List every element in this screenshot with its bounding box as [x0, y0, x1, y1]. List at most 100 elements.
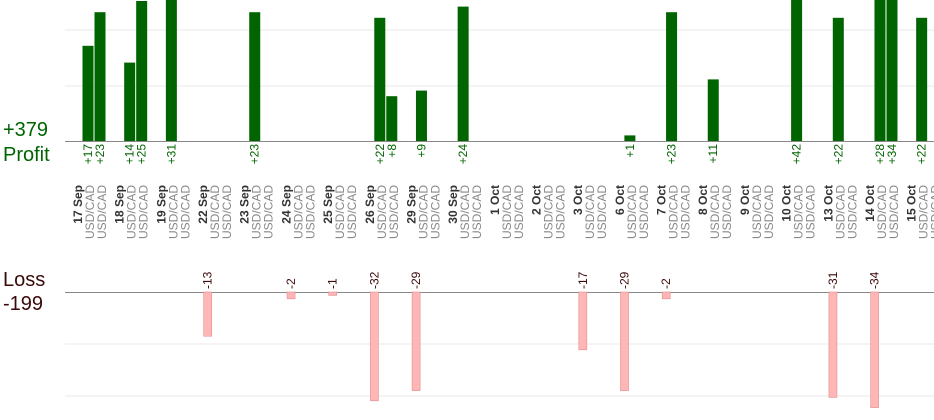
- profit-value-label: +23: [665, 144, 679, 165]
- date-tick-label: 14 Oct: [863, 185, 877, 222]
- pair-tick-label: USD/CAD: [470, 185, 484, 239]
- pair-tick-label: USD/CAD: [720, 185, 734, 239]
- loss-value-label: -2: [659, 278, 673, 289]
- profit-bar: [457, 6, 469, 141]
- loss-bar: [286, 291, 296, 300]
- profit-value-label: +42: [790, 144, 804, 165]
- date-tick-label: 22 Sep: [196, 185, 210, 224]
- profit-value-label: +8: [385, 144, 399, 158]
- profit-value-label: +22: [831, 144, 845, 165]
- loss-label: Loss: [3, 269, 46, 291]
- pair-tick-label: USD/CAD: [762, 185, 776, 239]
- date-tick-label: 1 Oct: [488, 185, 502, 215]
- date-tick-label: 25 Sep: [321, 185, 335, 224]
- profit-bar: [165, 0, 177, 141]
- profit-value-label: +14: [123, 144, 137, 165]
- date-tick-label: 15 Oct: [905, 185, 919, 222]
- profit-label: Profit: [3, 144, 50, 166]
- pair-tick-label: USD/CAD: [208, 185, 222, 239]
- profit-value-label: +22: [373, 144, 387, 165]
- date-tick-label: 13 Oct: [821, 185, 835, 222]
- date-tick-label: 9 Oct: [738, 185, 752, 215]
- profit-value-label: +28: [873, 144, 887, 165]
- pair-tick-label: USD/CAD: [708, 185, 722, 239]
- pair-tick-label: USD/CAD: [178, 185, 192, 239]
- pair-tick-label: USD/CAD: [554, 185, 568, 239]
- loss-bar: [828, 291, 838, 398]
- profit-bar: [916, 17, 928, 141]
- loss-value-label: -13: [201, 271, 215, 289]
- profit-bar: [666, 12, 678, 142]
- date-tick-label: 7 Oct: [655, 185, 669, 215]
- profit-bar: [707, 79, 719, 141]
- profit-bar: [136, 1, 148, 141]
- date-tick-label: 3 Oct: [571, 185, 585, 215]
- loss-bar: [328, 291, 338, 296]
- profit-bar: [791, 0, 803, 141]
- pair-tick-label: USD/CAD: [887, 185, 901, 239]
- profit-value-label: +23: [93, 144, 107, 165]
- loss-value-label: -31: [826, 271, 840, 289]
- date-tick-label: 8 Oct: [696, 185, 710, 215]
- loss-bar: [870, 291, 879, 408]
- pair-tick-label: USD/CAD: [512, 185, 526, 239]
- date-tick-label: 6 Oct: [613, 185, 627, 215]
- profit-bar: [415, 90, 427, 141]
- pair-tick-label: USD/CAD: [792, 185, 806, 239]
- pair-tick-label: USD/CAD: [542, 185, 556, 239]
- date-tick-label: 18 Sep: [113, 185, 127, 224]
- profit-value-label: +11: [706, 144, 720, 164]
- profit-value-label: +1: [623, 144, 637, 158]
- pair-tick-label: USD/CAD: [679, 185, 693, 239]
- pair-tick-label: USD/CAD: [929, 185, 934, 239]
- profit-bar: [886, 0, 898, 141]
- pair-tick-label: USD/CAD: [625, 185, 639, 239]
- pair-tick-label: USD/CAD: [845, 185, 859, 239]
- pair-tick-label: USD/CAD: [458, 185, 472, 239]
- profit-bar: [249, 12, 261, 142]
- date-tick-label: 17 Sep: [71, 185, 85, 224]
- loss-value-label: -2: [284, 278, 298, 289]
- pair-tick-label: USD/CAD: [500, 185, 514, 239]
- pair-tick-label: USD/CAD: [416, 185, 430, 239]
- date-tick-label: 23 Sep: [238, 185, 252, 224]
- pair-tick-label: USD/CAD: [345, 185, 359, 239]
- loss-bar: [370, 291, 379, 402]
- pair-tick-label: USD/CAD: [95, 185, 109, 239]
- pair-tick-label: USD/CAD: [137, 185, 151, 239]
- pair-tick-label: USD/CAD: [83, 185, 97, 239]
- date-tick-label: 2 Oct: [530, 185, 544, 215]
- pair-tick-label: USD/CAD: [125, 185, 139, 239]
- date-tick-label: 19 Sep: [154, 185, 168, 224]
- pair-tick-label: USD/CAD: [250, 185, 264, 239]
- loss-value-label: -29: [409, 271, 423, 289]
- pair-tick-label: USD/CAD: [637, 185, 651, 239]
- profit-bar: [374, 17, 386, 141]
- date-tick-label: 29 Sep: [404, 185, 418, 224]
- pair-tick-label: USD/CAD: [375, 185, 389, 239]
- profit-value-label: +17: [81, 144, 95, 165]
- profit-total: +379: [3, 119, 49, 141]
- pair-tick-label: USD/CAD: [387, 185, 401, 239]
- pair-tick-label: USD/CAD: [583, 185, 597, 239]
- pair-tick-label: USD/CAD: [875, 185, 889, 239]
- pair-tick-label: USD/CAD: [303, 185, 317, 239]
- pair-tick-label: USD/CAD: [166, 185, 180, 239]
- loss-value-label: -1: [326, 278, 340, 289]
- loss-value-label: -32: [367, 271, 381, 289]
- profit-bar: [82, 45, 94, 141]
- pair-tick-label: USD/CAD: [833, 185, 847, 239]
- pair-tick-label: USD/CAD: [804, 185, 818, 239]
- profit-value-label: +9: [414, 144, 428, 158]
- date-tick-label: 30 Sep: [446, 185, 460, 224]
- pair-tick-label: USD/CAD: [333, 185, 347, 239]
- profit-value-label: +24: [456, 144, 470, 165]
- loss-bar: [411, 291, 421, 391]
- pair-tick-label: USD/CAD: [291, 185, 305, 239]
- profit-bar: [386, 96, 398, 141]
- profit-bar: [874, 0, 886, 141]
- pair-tick-label: USD/CAD: [917, 185, 931, 239]
- pair-tick-label: USD/CAD: [428, 185, 442, 239]
- profit-bar: [124, 62, 136, 141]
